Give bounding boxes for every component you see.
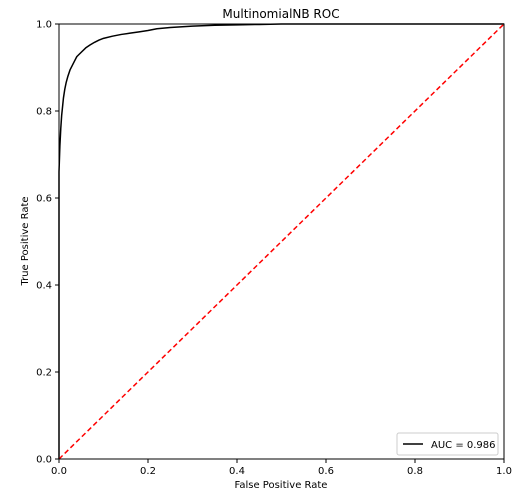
- x-tick-label: 0.0: [51, 466, 67, 477]
- x-tick-label: 0.2: [140, 466, 156, 477]
- x-tick-label: 1.0: [496, 466, 512, 477]
- legend-box: [396, 432, 499, 456]
- y-tick-label: 1.0: [36, 20, 52, 31]
- y-tick-label: 0.2: [36, 368, 52, 379]
- y-tick-label: 0.4: [36, 281, 52, 292]
- y-axis-label: True Positive Rate: [20, 196, 31, 286]
- x-tick-label: 0.6: [318, 466, 334, 477]
- x-axis-label: False Positive Rate: [235, 480, 328, 491]
- legend-entry-label: AUC = 0.986: [431, 440, 496, 451]
- plot-area: 0.0 0.2 0.4 0.6 0.8 1.0 0.0 0.2 0.4 0.6 0.8 1.0: [36, 20, 512, 478]
- y-tick-label: 0.6: [36, 194, 52, 205]
- legend: AUC = 0.986: [396, 432, 499, 456]
- x-tick-label: 0.8: [407, 466, 423, 477]
- chart-title: MultinomialNB ROC: [222, 7, 339, 21]
- y-tick-label: 0.8: [36, 107, 52, 118]
- axes-frame: [58, 23, 505, 460]
- y-tick-label: 0.0: [36, 455, 52, 466]
- x-tick-label: 0.4: [229, 466, 245, 477]
